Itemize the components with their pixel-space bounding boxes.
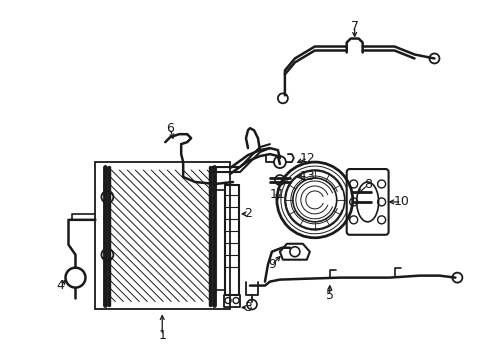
Text: 1: 1 [158,329,166,342]
Text: 2: 2 [244,207,251,220]
Text: 4: 4 [57,279,64,292]
Text: 12: 12 [299,152,315,165]
Text: 13: 13 [299,170,315,183]
Text: 5: 5 [325,289,333,302]
Text: 10: 10 [393,195,408,208]
Text: 3: 3 [244,301,251,314]
Text: 11: 11 [269,188,285,202]
Text: 8: 8 [363,179,371,192]
Text: 6: 6 [166,122,174,135]
Text: 7: 7 [350,20,358,33]
Bar [95,162,229,310]
Text: 9: 9 [267,258,275,271]
